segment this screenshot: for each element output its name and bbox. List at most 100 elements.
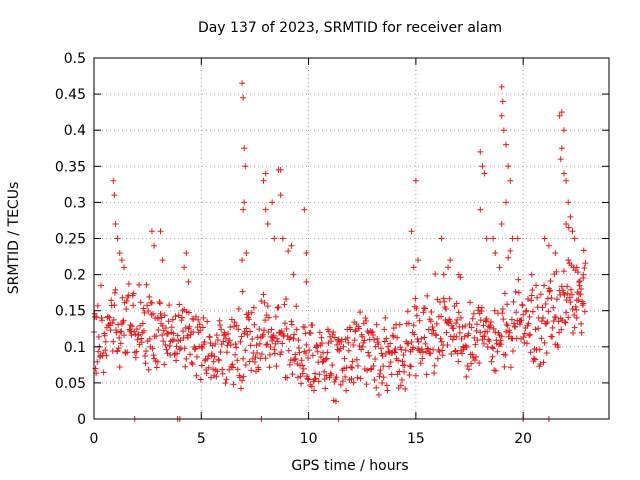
data-point — [459, 350, 466, 357]
data-point — [356, 325, 363, 332]
data-point — [388, 371, 395, 378]
data-point — [318, 340, 325, 347]
data-point — [293, 326, 300, 333]
data-point — [143, 348, 150, 355]
data-point — [365, 349, 372, 356]
data-point — [471, 334, 478, 341]
data-point — [391, 349, 398, 356]
data-point — [310, 387, 317, 394]
data-point — [136, 281, 143, 288]
data-point — [316, 371, 323, 378]
data-point — [295, 345, 302, 352]
data-point — [258, 351, 265, 358]
data-point — [160, 338, 167, 345]
data-point — [455, 309, 462, 316]
data-point — [273, 363, 280, 370]
data-point — [430, 346, 437, 353]
data-point — [213, 373, 220, 380]
data-point — [374, 335, 381, 342]
data-point — [328, 372, 335, 379]
data-point — [288, 242, 295, 249]
data-point — [455, 271, 462, 278]
data-point — [481, 333, 488, 340]
data-point — [578, 329, 585, 336]
x-tick-label: 20 — [514, 431, 532, 447]
data-point — [102, 347, 109, 354]
data-point — [130, 290, 137, 297]
data-point — [427, 318, 434, 325]
data-point — [120, 317, 127, 324]
data-point — [140, 305, 147, 312]
data-point — [278, 349, 285, 356]
data-point — [480, 322, 487, 329]
data-point — [439, 347, 446, 354]
data-point — [324, 349, 331, 356]
data-point — [116, 364, 123, 371]
data-point — [243, 325, 250, 332]
data-point — [519, 301, 526, 308]
data-point — [541, 339, 548, 346]
data-point — [327, 370, 334, 377]
data-point — [316, 329, 323, 336]
data-point — [159, 332, 166, 339]
x-axis-label: GPS time / hours — [291, 458, 408, 474]
data-point — [580, 300, 587, 307]
data-point — [463, 344, 470, 351]
data-point — [145, 366, 152, 373]
data-point — [492, 329, 499, 336]
data-point — [540, 314, 547, 321]
data-point — [209, 350, 216, 357]
data-point — [560, 127, 567, 134]
data-point — [410, 322, 417, 329]
data-point — [558, 109, 565, 116]
data-point — [405, 320, 412, 327]
data-point — [505, 254, 512, 261]
data-point — [506, 329, 513, 336]
data-point — [156, 299, 163, 306]
data-point — [206, 334, 213, 341]
data-point — [564, 290, 571, 297]
data-point — [511, 320, 518, 327]
data-point — [252, 354, 259, 361]
data-point — [185, 309, 192, 316]
data-point — [99, 317, 106, 324]
data-point — [530, 355, 537, 362]
data-point — [402, 385, 409, 392]
data-point — [222, 380, 229, 387]
data-point — [333, 374, 340, 381]
data-point — [571, 324, 578, 331]
data-point — [518, 317, 525, 324]
data-point — [243, 249, 250, 256]
data-point — [443, 329, 450, 336]
data-point — [546, 287, 553, 294]
data-point — [337, 345, 344, 352]
data-point — [159, 322, 166, 329]
data-point — [309, 321, 316, 328]
data-point — [412, 372, 419, 379]
data-point — [214, 337, 221, 344]
data-point — [415, 257, 422, 264]
data-point — [219, 370, 226, 377]
data-point — [253, 342, 260, 349]
data-point — [549, 333, 556, 340]
axis-ticks: 0 0.05 0.1 0.15 0.2 0.25 0.3 0.35 0.4 0.45 0.5 0 5 10… — [55, 51, 609, 447]
data-point — [379, 380, 386, 387]
data-point — [238, 333, 245, 340]
data-point — [134, 332, 141, 339]
data-point — [578, 286, 585, 293]
data-point — [273, 335, 280, 342]
data-point — [176, 346, 183, 353]
data-point — [133, 348, 140, 355]
data-point — [227, 341, 234, 348]
data-point — [279, 340, 286, 347]
data-point — [373, 384, 380, 391]
data-point — [254, 334, 261, 341]
data-point — [502, 351, 509, 358]
data-point — [307, 330, 314, 337]
data-point — [492, 367, 499, 374]
data-point — [523, 307, 530, 314]
data-point — [565, 257, 572, 264]
data-point — [322, 356, 329, 363]
data-point — [424, 292, 431, 299]
data-point — [380, 374, 387, 381]
